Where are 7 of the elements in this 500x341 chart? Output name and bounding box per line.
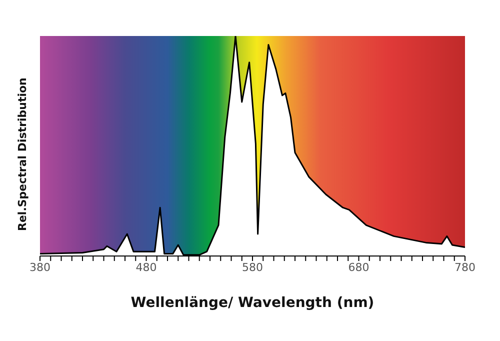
x-tick-label: 480 — [136, 260, 157, 274]
x-tick-label: 680 — [348, 260, 370, 274]
x-axis-title: Wellenlänge/ Wavelength (nm) — [130, 295, 374, 311]
x-tick-label: 780 — [454, 260, 476, 274]
y-axis-title: Rel.Spectral Distribution — [16, 78, 29, 231]
x-tick-label: 580 — [242, 260, 263, 274]
x-tick-label: 380 — [30, 260, 50, 274]
